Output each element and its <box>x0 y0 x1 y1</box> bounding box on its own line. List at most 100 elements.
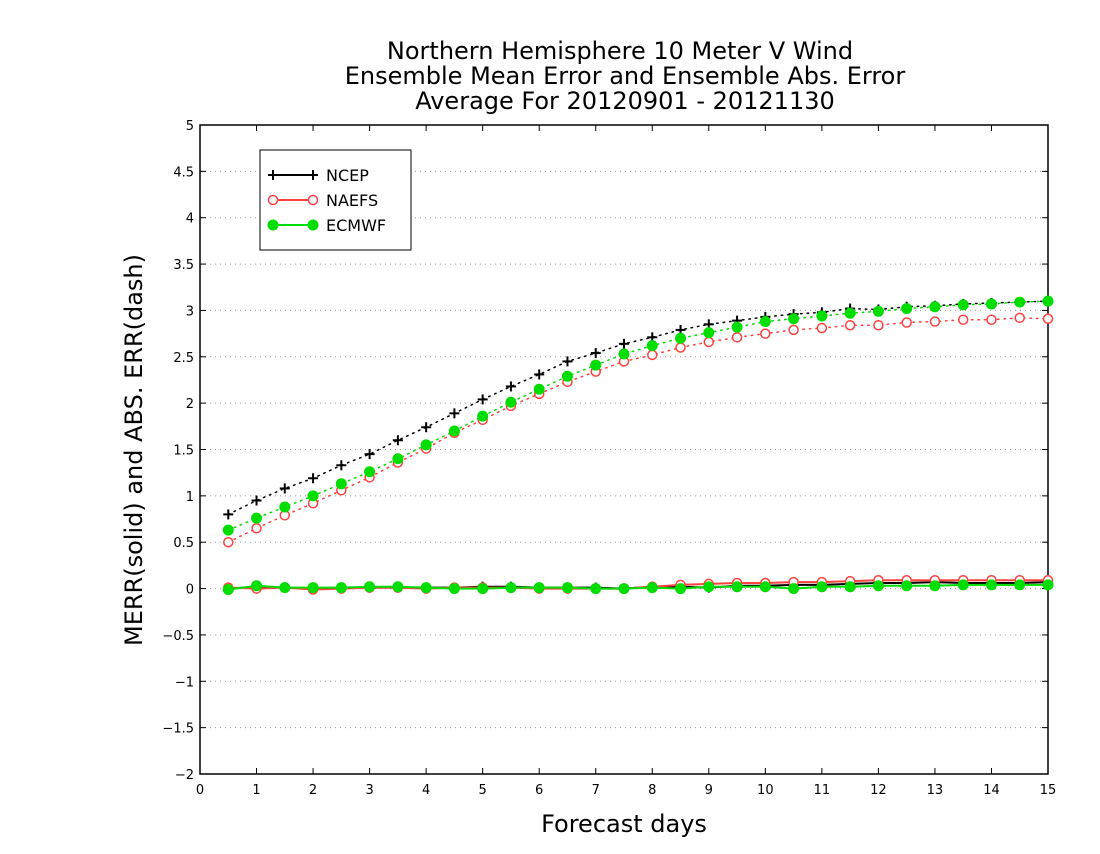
ecmwf-merr-point <box>222 583 234 595</box>
ecmwf-merr-point <box>759 581 771 593</box>
naefs-abs-err-point <box>223 536 234 548</box>
naefs-abs-err-point <box>703 336 715 348</box>
ecmwf-abs-err-point <box>985 298 997 310</box>
title-line-2: Ensemble Mean Error and Ensemble Abs. Er… <box>345 62 906 90</box>
ncep-abs-err-point <box>619 338 629 349</box>
ncep-abs-err-point <box>590 348 601 359</box>
x-tick-label: 11 <box>814 783 831 798</box>
legend-marker-ncep <box>268 170 278 180</box>
ecmwf-merr-point <box>618 583 630 595</box>
ncep-abs-err-point <box>279 483 290 494</box>
ecmwf-abs-err-point <box>335 478 347 490</box>
ecmwf-merr-point <box>788 583 800 595</box>
x-tick-label: 0 <box>196 783 204 798</box>
y-tick-label: 3.5 <box>173 258 194 273</box>
ecmwf-merr-point <box>675 583 687 595</box>
y-tick-label: 2.5 <box>173 351 194 366</box>
naefs-abs-err-point <box>1014 312 1025 324</box>
naefs-abs-err-point <box>760 328 771 339</box>
y-tick-label: −2 <box>175 768 194 783</box>
ecmwf-merr-point <box>929 580 941 592</box>
ecmwf-merr-point <box>533 582 545 594</box>
ecmwf-abs-err-point <box>929 301 941 313</box>
ecmwf-abs-err-point <box>533 383 545 395</box>
ecmwf-abs-err-point <box>844 307 856 319</box>
x-tick-label: 6 <box>535 783 543 798</box>
legend-marker-naefs <box>307 194 319 206</box>
ecmwf-abs-err-point <box>477 410 489 422</box>
ecmwf-merr-point <box>561 582 573 594</box>
ecmwf-abs-err-point <box>279 501 291 513</box>
ecmwf-abs-err-point <box>590 359 602 371</box>
ncep-abs-err-point <box>392 435 403 446</box>
ecmwf-abs-err-point <box>561 370 573 382</box>
y-tick-label: 4.5 <box>173 165 194 180</box>
ncep-abs-err-point <box>421 422 432 433</box>
y-tick-label: 0 <box>186 583 194 598</box>
ecmwf-merr-point <box>477 583 489 595</box>
naefs-abs-err-point <box>901 317 912 328</box>
x-tick-label: 14 <box>983 783 1000 798</box>
naefs-abs-err-point <box>647 349 658 361</box>
ecmwf-merr-point <box>985 579 997 591</box>
ecmwf-merr-point <box>1014 579 1026 591</box>
y-tick-label: −1 <box>175 675 194 690</box>
y-tick-label: 1 <box>186 490 194 505</box>
ncep-abs-err-point <box>336 460 347 471</box>
legend-marker-naefs <box>267 194 279 206</box>
series-ecmwf <box>222 295 1054 595</box>
ecmwf-merr-point <box>957 579 969 591</box>
ecmwf-merr-point <box>335 582 347 594</box>
legend-marker-ecmwf <box>267 219 279 231</box>
ecmwf-abs-err-line <box>227 300 1049 531</box>
ncep-abs-err-line <box>227 300 1049 516</box>
grid <box>200 170 1048 729</box>
ecmwf-merr-point <box>872 580 884 592</box>
y-tick-label: 3 <box>186 304 194 319</box>
ecmwf-merr-point <box>1042 579 1054 591</box>
y-tick-label: 2 <box>186 397 194 412</box>
ecmwf-abs-err-point <box>392 453 404 465</box>
ecmwf-merr-point <box>251 580 263 592</box>
naefs-abs-err-line <box>227 317 1049 543</box>
x-tick-label: 13 <box>927 783 944 798</box>
legend-label-naefs: NAEFS <box>326 191 378 210</box>
ecmwf-merr-point <box>844 581 856 593</box>
legend-marker-ecmwf <box>307 219 319 231</box>
ncep-abs-err-point <box>308 473 319 484</box>
ecmwf-abs-err-point <box>505 396 517 408</box>
series <box>222 295 1054 595</box>
y-tick-label: 4 <box>186 212 194 227</box>
ncep-abs-err-point <box>251 495 262 506</box>
ncep-abs-err-point <box>449 408 460 419</box>
series-naefs <box>223 312 1054 595</box>
x-tick-label: 7 <box>592 783 600 798</box>
naefs-abs-err-point <box>929 316 941 327</box>
naefs-abs-err-point <box>788 324 799 336</box>
naefs-abs-err-point <box>251 523 262 534</box>
x-tick-label: 4 <box>422 783 430 798</box>
ecmwf-merr-point <box>364 581 376 593</box>
ecmwf-abs-err-point <box>420 439 432 451</box>
y-axis-ticks: −2 −1.5 −1 −0.5 0 0.5 1 1.5 2 2.5 3 3.5 4 4.5 5 <box>162 119 1048 783</box>
ecmwf-merr-point <box>646 582 658 594</box>
ecmwf-abs-err-point <box>703 327 715 339</box>
series-ncep <box>223 296 1053 594</box>
y-tick-label: 1.5 <box>173 444 194 459</box>
ecmwf-merr-point <box>505 582 517 594</box>
ecmwf-abs-err-point <box>618 348 630 360</box>
chart-title: Northern Hemisphere 10 Meter V Wind Ense… <box>345 37 906 115</box>
legend-label-ecmwf: ECMWF <box>326 216 386 235</box>
ecmwf-merr-point <box>590 583 602 595</box>
y-tick-label: 0.5 <box>173 536 194 551</box>
ecmwf-merr-point <box>816 581 828 593</box>
ecmwf-merr-point <box>392 581 404 593</box>
ecmwf-abs-err-point <box>816 310 828 322</box>
ecmwf-abs-err-point <box>872 305 884 317</box>
naefs-abs-err-point <box>1042 313 1054 325</box>
legend-label-ncep: NCEP <box>326 166 369 185</box>
ecmwf-merr-point <box>279 582 291 594</box>
ecmwf-abs-err-point <box>307 490 319 502</box>
ecmwf-abs-err-point <box>788 313 800 325</box>
